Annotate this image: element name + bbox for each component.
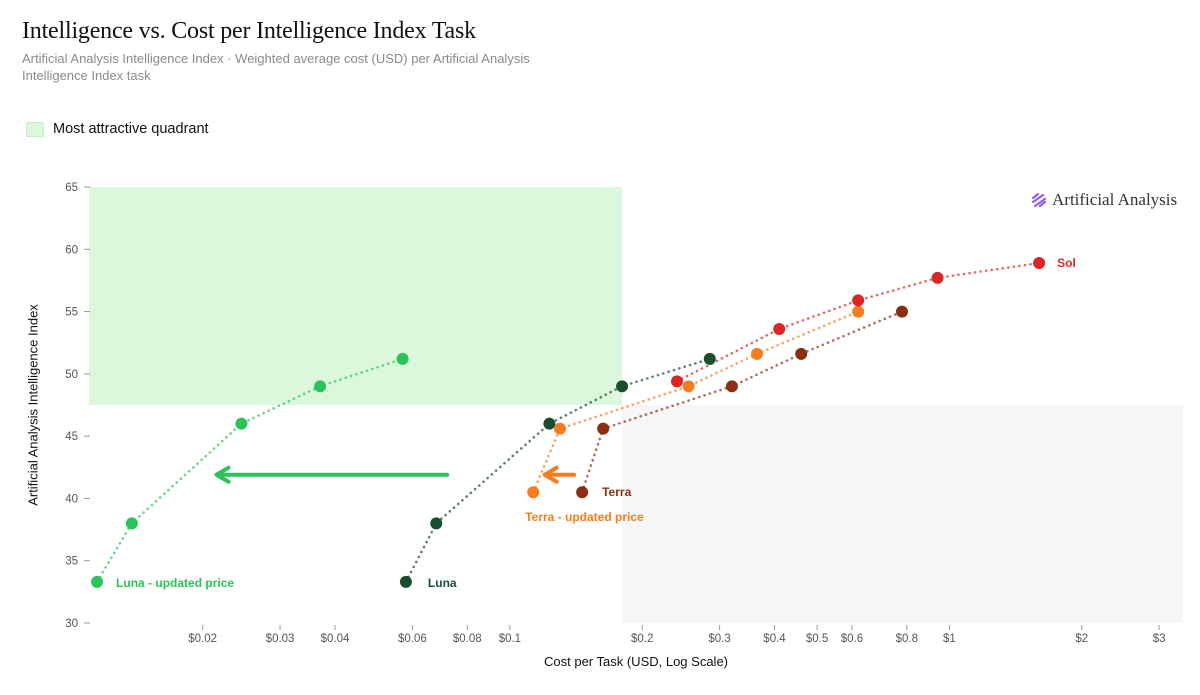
x-tick-label: $0.03	[266, 633, 295, 645]
x-tick-label: $0.08	[453, 633, 482, 645]
y-tick-label: 30	[65, 618, 78, 630]
y-tick-label: 60	[65, 244, 78, 256]
x-tick-label: $0.2	[631, 633, 653, 645]
series-line	[404, 357, 712, 584]
chart-subtitle: Artificial Analysis Intelligence Index ·…	[22, 51, 530, 83]
series-annotation: Luna	[428, 576, 457, 590]
x-tick-label: $0.8	[896, 633, 918, 645]
series-line	[531, 310, 860, 494]
y-tick-label: 55	[65, 307, 78, 319]
data-point	[670, 375, 683, 388]
data-point	[725, 380, 738, 393]
x-tick-label: $0.06	[398, 633, 427, 645]
y-tick-label: 35	[65, 556, 78, 568]
data-point	[703, 352, 716, 365]
x-tick-label: $3	[1153, 633, 1166, 645]
legend: Most attractive quadrant	[26, 121, 209, 137]
data-point	[576, 486, 589, 499]
legend-label: Most attractive quadrant	[53, 121, 209, 137]
x-tick-label: $0.1	[499, 633, 521, 645]
data-point	[795, 347, 808, 360]
data-point	[931, 271, 944, 284]
x-tick-label: $0.4	[763, 633, 786, 645]
series-annotation: Luna - updated price	[116, 576, 234, 590]
arrow-head	[214, 465, 231, 484]
series-line	[95, 357, 404, 584]
data-point	[91, 575, 104, 588]
data-point	[852, 305, 865, 318]
data-point	[751, 347, 764, 360]
data-point	[314, 380, 327, 393]
y-tick-label: 50	[65, 369, 78, 381]
x-tick-label: $1	[943, 633, 956, 645]
series-line	[675, 261, 1041, 383]
brand-watermark: Artificial Analysis	[1032, 190, 1177, 210]
x-tick-label: $0.6	[841, 633, 863, 645]
data-point	[773, 323, 786, 336]
data-point	[543, 417, 556, 430]
data-point	[597, 422, 610, 435]
chart-title: Intelligence vs. Cost per Intelligence I…	[22, 18, 476, 44]
data-point	[682, 380, 695, 393]
data-point	[1033, 256, 1046, 269]
y-tick-label: 40	[65, 493, 78, 505]
data-point	[895, 305, 908, 318]
arrow-head	[542, 465, 559, 484]
data-point	[399, 575, 412, 588]
x-axis-label: Cost per Task (USD, Log Scale)	[544, 654, 728, 669]
attractive-quadrant	[89, 187, 623, 405]
data-point	[553, 422, 566, 435]
series-annotation: Terra - updated price	[525, 510, 644, 524]
data-point	[527, 486, 540, 499]
data-point	[430, 517, 443, 530]
unattractive-quadrant	[622, 405, 1183, 623]
y-tick-label: 45	[65, 431, 78, 443]
legend-swatch	[26, 121, 44, 137]
x-tick-label: $0.04	[321, 633, 350, 645]
x-tick-label: $2	[1075, 633, 1088, 645]
y-tick-label: 65	[65, 182, 78, 194]
series-annotation: Terra	[602, 485, 631, 499]
data-point	[235, 417, 248, 430]
x-tick-label: $0.5	[806, 633, 828, 645]
brand-name: Artificial Analysis	[1052, 190, 1178, 209]
x-tick-label: $0.02	[188, 633, 217, 645]
brand-logo-icon	[1032, 193, 1046, 207]
series-annotation: Sol	[1057, 256, 1076, 270]
data-point	[852, 294, 865, 307]
data-point	[396, 352, 409, 365]
x-tick-label: $0.3	[708, 633, 730, 645]
data-point	[125, 517, 138, 530]
data-point	[616, 380, 629, 393]
